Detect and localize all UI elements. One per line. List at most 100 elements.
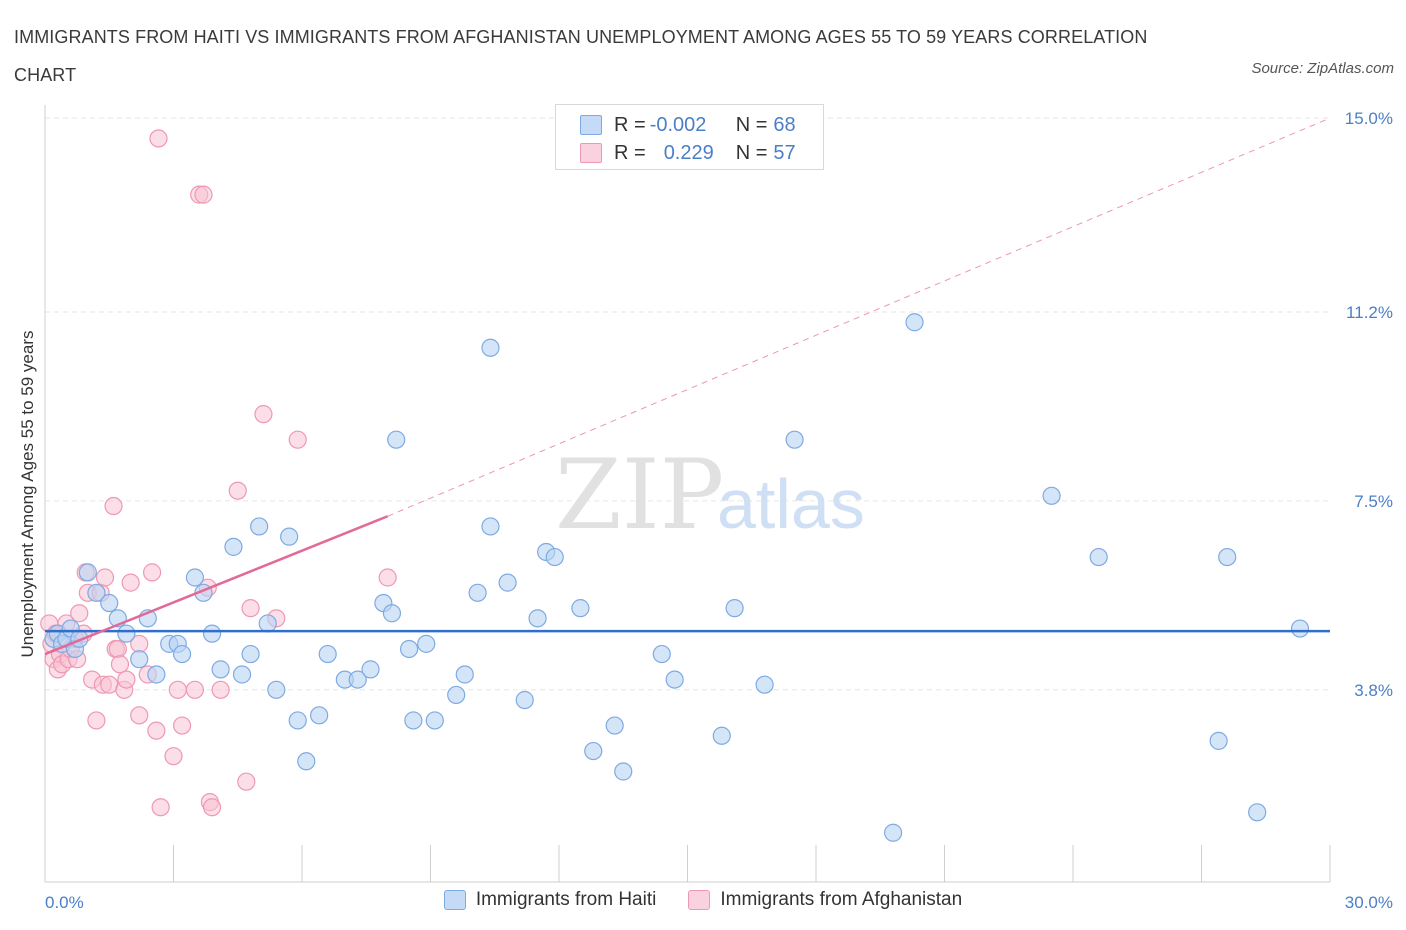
haiti-point [185,568,205,587]
series-legend-afghanistan[interactable]: Immigrants from Afghanistan [688,889,962,911]
afghanistan-trend-extension [387,117,1331,517]
haiti-point [785,430,804,449]
haiti-point [425,711,444,730]
haiti-point [455,665,474,684]
afghanistan-point [108,639,127,659]
afghanistan-point [228,481,247,500]
afghanistan-point [164,747,183,766]
haiti-point [117,624,136,643]
watermark: ZIP atlas [555,439,865,551]
haiti-point [481,517,500,536]
series-legend-haiti[interactable]: Immigrants from Haiti [443,889,657,911]
afghanistan-point [130,706,149,725]
watermark-zip: ZIP [555,439,724,551]
haiti-point [652,644,671,664]
haiti-point [528,609,547,628]
haiti-point [447,685,466,705]
haiti-point [725,599,744,618]
haiti-point [241,644,260,664]
haiti-point [584,741,603,761]
y-tick-label: 15.0% [1345,109,1393,128]
series-swatch-afghanistan [688,890,711,910]
haiti-point [571,599,590,618]
afghanistan-point [194,185,213,204]
afghanistan-points [40,129,397,817]
haiti-point [712,726,731,745]
haiti-point [481,338,500,357]
y-tick-label: 11.2% [1346,303,1393,322]
haiti-point [883,823,903,842]
haiti-point [404,711,423,730]
afghanistan-point [110,655,130,674]
y-tick-label: 7.5% [1354,492,1393,511]
afghanistan-point [70,604,89,623]
afghanistan-point [237,772,256,791]
haiti-point [211,660,230,679]
haiti-point [1042,486,1061,505]
y-tick-label: 3.8% [1354,681,1393,700]
afghanistan-point [288,430,307,449]
haiti-point [172,644,192,664]
correlation-legend: R = -0.002 N = 68 R = 0.229 N = 57 [555,104,824,170]
afghanistan-point [211,680,230,699]
haiti-point [1218,547,1237,567]
legend-haiti-r-value: -0.002 [649,113,707,136]
haiti-point [130,650,149,669]
haiti-point [232,665,252,684]
afghanistan-point [168,680,187,699]
legend-haiti-r-label: R = [614,113,646,136]
trend-lines [44,117,1331,656]
legend-haiti-n-label: N = [735,113,768,136]
haiti-point [100,593,119,613]
legend-afghanistan-r-value: 0.229 [663,141,714,164]
legend-afghanistan-r-label: R = [614,141,646,164]
haiti-point [297,752,316,771]
series-legend: Immigrants from Haiti Immigrants from Af… [0,889,1406,911]
chart-title: IMMIGRANTS FROM HAITI VS IMMIGRANTS FROM… [14,27,1148,85]
legend-afghanistan-n-label: N = [735,141,768,164]
haiti-point [348,670,367,689]
axes [44,105,1331,883]
haiti-point [147,665,166,684]
haiti-point [605,716,624,735]
haiti-point [1209,731,1228,750]
afghanistan-point [147,721,166,740]
afghanistan-point [117,670,136,689]
haiti-point [417,634,436,653]
legend-haiti-n-value: 68 [773,113,796,136]
afghanistan-point [202,798,222,817]
afghanistan-point [121,573,140,592]
afghanistan-point [87,711,106,730]
series-label-haiti: Immigrants from Haiti [475,889,657,910]
legend-swatch-afghanistan [580,143,602,163]
haiti-point [258,614,277,633]
haiti-point [382,604,402,623]
haiti-point [905,313,924,332]
afghanistan-point [149,129,168,148]
haiti-point [224,537,243,556]
haiti-point [399,639,419,659]
haiti-point [288,711,307,730]
haiti-point [78,563,97,582]
afghanistan-point [95,568,115,587]
haiti-point [310,706,329,725]
haiti-point [665,670,684,689]
afghanistan-point [185,680,205,699]
watermark-atlas: atlas [717,465,865,543]
series-swatch-haiti [443,890,466,910]
haiti-point [250,517,269,536]
axis-labels: 3.8% 7.5% 11.2% 15.0% 0.0% 30.0% Unemployment … [18,109,1393,912]
haiti-point [1248,803,1267,822]
haiti-point [1290,619,1310,638]
haiti-point [87,583,106,602]
haiti-point [515,690,534,710]
afghanistan-point [151,798,170,817]
haiti-point [468,583,487,602]
afghanistan-point [241,599,260,618]
legend-row-haiti: R = -0.002 N = 68 [580,112,796,138]
legend-swatch-haiti [580,115,602,135]
haiti-points [44,313,1310,842]
afghanistan-point [254,405,273,424]
afghanistan-point [104,496,123,516]
